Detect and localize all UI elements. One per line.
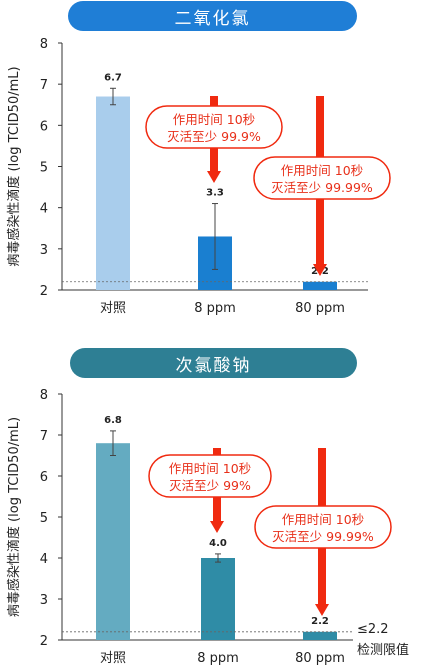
chart1-y-tick-label: 6 <box>40 119 48 134</box>
chart2-y-tick-label: 2 <box>40 634 48 649</box>
chart2-arrow-head-1 <box>315 604 329 616</box>
chart2-arrow-head-0 <box>210 521 224 533</box>
chart-title-sodium-hypochlorite: 次氯酸钠 <box>70 348 357 378</box>
chart2-callout-line1-0: 作用时间 10秒 <box>169 461 251 476</box>
chart2-y-tick-label: 5 <box>40 511 48 526</box>
detection-limit-label: 检测限值 <box>357 642 409 658</box>
chart2-bar-0 <box>96 443 130 640</box>
chart1-y-tick-label: 3 <box>40 243 48 258</box>
chart1-y-tick-label: 5 <box>40 161 48 176</box>
chart1-y-axis-label: 病毒感染性滴度 (log TCID50/mL) <box>6 66 22 266</box>
chart1-callout-line2-0: 灭活至少 99.9% <box>167 129 261 144</box>
chart2-value-label-2: 2.2 <box>311 616 329 627</box>
chart2-y-tick-label: 4 <box>40 552 48 567</box>
chart1-arrow-head-0 <box>207 171 221 183</box>
detection-limit-value: ≤2.2 <box>357 622 389 637</box>
chart2-callout-0 <box>148 454 272 498</box>
chart1-callout-1 <box>253 156 391 200</box>
chart2-category-label-2: 80 ppm <box>295 651 345 666</box>
chart1-category-label-0: 对照 <box>100 301 126 316</box>
chart1-arrow-head-1 <box>313 264 327 276</box>
chart1-value-label-1: 3.3 <box>206 188 224 199</box>
chart1-bar-2 <box>303 281 337 290</box>
chart2-y-tick-label: 3 <box>40 593 48 608</box>
chart1-category-label-1: 8 ppm <box>194 301 236 316</box>
chart2-callout-1 <box>254 505 392 549</box>
chart1-callout-line1-0: 作用时间 10秒 <box>173 112 255 127</box>
chart1-callout-line1-1: 作用时间 10秒 <box>281 163 363 178</box>
chart1-category-label-2: 80 ppm <box>295 301 345 316</box>
chart1-value-label-0: 6.7 <box>104 72 122 83</box>
chart2-callout-line1-1: 作用时间 10秒 <box>282 512 364 527</box>
chart2-value-label-0: 6.8 <box>104 415 122 426</box>
chart1-y-tick-label: 4 <box>40 202 48 217</box>
chart1-y-tick-label: 2 <box>40 284 48 299</box>
chart2-category-label-1: 8 ppm <box>197 651 239 666</box>
chart2-value-label-1: 4.0 <box>209 538 227 549</box>
chart2-callout-line2-0: 灭活至少 99% <box>169 478 251 493</box>
chart2-callout-line2-1: 灭活至少 99.99% <box>272 529 374 544</box>
chart1-y-tick-label: 8 <box>40 37 48 52</box>
chart1-y-tick-label: 7 <box>40 78 48 93</box>
chart-title-chlorine-dioxide: 二氧化氯 <box>68 1 357 31</box>
chart1-callout-line2-1: 灭活至少 99.99% <box>271 180 373 195</box>
chart2-y-tick-label: 6 <box>40 470 48 485</box>
chart2-bar-2 <box>303 631 337 640</box>
chart1-callout-0 <box>145 105 283 149</box>
chart2-y-tick-label: 7 <box>40 429 48 444</box>
chart2-category-label-0: 对照 <box>100 651 126 666</box>
chart2-y-tick-label: 8 <box>40 388 48 403</box>
chart1-bar-0 <box>96 96 130 291</box>
chart2-bar-1 <box>201 558 235 640</box>
chart2-y-axis-label: 病毒感染性滴度 (log TCID50/mL) <box>6 417 22 617</box>
